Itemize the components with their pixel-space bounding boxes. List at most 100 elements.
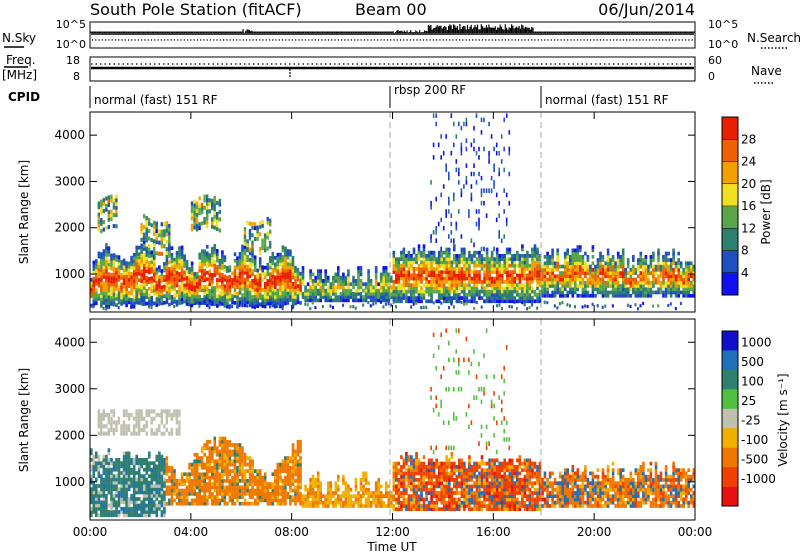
nsearch-point	[390, 39, 392, 41]
data-cell	[664, 271, 668, 275]
data-cell	[130, 278, 133, 283]
data-cell	[145, 458, 149, 462]
data-cell	[672, 255, 675, 259]
nsky-bar	[213, 31, 215, 33]
data-cell	[541, 293, 544, 298]
data-cell	[140, 282, 143, 287]
data-cell	[296, 274, 300, 279]
nsearch-point	[291, 39, 294, 41]
data-cell	[206, 287, 209, 291]
data-cell	[105, 282, 108, 286]
data-cell	[677, 258, 680, 262]
data-cell	[97, 461, 101, 466]
nsearch-point	[527, 39, 530, 41]
data-cell	[165, 224, 168, 229]
data-cell	[589, 274, 592, 279]
data-cell	[440, 254, 443, 258]
data-cell	[284, 253, 287, 257]
data-cell	[485, 263, 489, 268]
data-cell	[493, 276, 496, 281]
nsky-bar	[284, 31, 286, 33]
data-cell	[185, 475, 189, 480]
data-cell	[503, 257, 506, 262]
data-cell	[115, 513, 118, 518]
data-cell	[95, 265, 98, 270]
data-cell	[649, 293, 653, 298]
data-cell	[478, 254, 481, 258]
data-cell	[150, 223, 153, 228]
data-cell	[281, 294, 285, 298]
data-cell	[309, 307, 312, 311]
data-cell	[473, 263, 476, 268]
data-cell	[563, 274, 567, 279]
data-cell	[291, 281, 295, 286]
data-cell	[105, 477, 108, 482]
data-cell	[594, 267, 597, 272]
data-cell	[508, 146, 511, 152]
data-cell	[402, 292, 406, 297]
data-cell	[647, 277, 650, 282]
data-cell	[213, 269, 217, 274]
data-cell	[148, 260, 151, 265]
data-cell	[218, 439, 222, 444]
data-cell	[327, 292, 330, 296]
data-cell	[165, 284, 169, 288]
data-cell	[563, 271, 567, 275]
nsearch-point	[124, 39, 127, 41]
data-cell	[511, 260, 514, 265]
data-cell	[652, 271, 655, 275]
data-cell	[362, 303, 365, 307]
data-cell	[480, 289, 484, 294]
data-cell	[392, 263, 396, 268]
data-cell	[674, 293, 678, 298]
data-cell	[511, 292, 514, 297]
data-cell	[581, 261, 585, 266]
data-cell	[258, 279, 262, 284]
data-cell	[100, 274, 103, 279]
data-cell	[289, 275, 292, 280]
nsearch-point	[498, 39, 500, 41]
data-cell	[102, 288, 106, 292]
data-cell	[445, 254, 448, 258]
data-cell	[110, 477, 113, 482]
data-cell	[614, 290, 617, 295]
data-cell	[478, 209, 480, 214]
nsky-bar	[545, 31, 547, 33]
data-cell	[513, 270, 517, 274]
nsky-bar	[440, 25, 442, 33]
data-cell	[97, 484, 101, 488]
data-cell	[664, 287, 668, 292]
data-cell	[384, 295, 388, 299]
data-cell	[170, 472, 174, 477]
data-cell	[117, 278, 121, 282]
nsky-bar	[450, 25, 452, 33]
nsearch-point	[475, 39, 477, 41]
data-cell	[132, 474, 136, 479]
data-cell	[311, 298, 315, 303]
data-cell	[107, 487, 111, 492]
data-cell	[228, 265, 232, 270]
data-cell	[445, 267, 448, 271]
data-cell	[543, 290, 547, 295]
data-cell	[241, 260, 244, 265]
nsearch-point	[445, 39, 448, 41]
data-cell	[493, 184, 495, 189]
data-cell	[218, 272, 222, 276]
data-cell	[211, 202, 214, 207]
data-cell	[241, 264, 244, 268]
data-cell	[543, 277, 547, 282]
nsky-bar	[327, 31, 329, 33]
data-cell	[263, 294, 267, 299]
data-cell	[137, 477, 141, 482]
data-cell	[677, 293, 680, 298]
data-cell	[107, 306, 110, 310]
data-cell	[569, 277, 572, 282]
data-cell	[354, 298, 358, 303]
data-cell	[523, 289, 527, 294]
data-cell	[168, 492, 171, 496]
data-cell	[115, 464, 118, 469]
data-cell	[664, 261, 668, 266]
data-cell	[455, 289, 459, 294]
data-cell	[115, 303, 118, 307]
data-cell	[145, 513, 149, 518]
